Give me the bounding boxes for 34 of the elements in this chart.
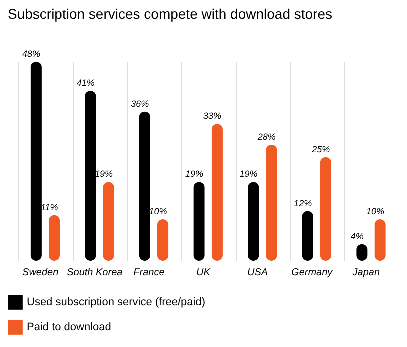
bar: [157, 220, 169, 261]
data-label: 19%: [185, 169, 204, 180]
data-label: 19%: [240, 169, 258, 180]
data-label: 41%: [76, 78, 95, 88]
data-label: 10%: [149, 206, 168, 217]
data-label: 28%: [256, 132, 276, 142]
bar: [139, 112, 151, 261]
bar: [266, 144, 278, 261]
bar: [48, 215, 60, 261]
x-tick-label: Japan: [352, 268, 380, 278]
data-label: 36%: [131, 98, 150, 109]
data-label: 19%: [94, 169, 113, 180]
bar: [194, 182, 205, 261]
x-tick-label: South Korea: [67, 268, 124, 278]
x-tick-label: France: [134, 268, 166, 278]
bar: [320, 157, 332, 261]
chart-title: Subscription services compete with download stores: [8, 6, 332, 22]
data-label: 4%: [350, 231, 364, 242]
bar: [103, 182, 114, 261]
x-tick-label: Germany: [292, 268, 334, 278]
data-label: 48%: [22, 49, 41, 59]
legend-label: Used subscription service (free/paid): [27, 296, 206, 308]
data-label: 10%: [366, 206, 384, 217]
x-tick-label: Sweden: [22, 268, 60, 278]
data-label: 33%: [204, 111, 222, 122]
bar: [85, 91, 96, 261]
bar: [248, 182, 260, 261]
legend-label: Paid to download: [27, 322, 112, 334]
data-label: 25%: [311, 144, 330, 154]
bar: [30, 62, 42, 261]
x-tick-label: USA: [248, 268, 268, 278]
data-label: 12%: [294, 198, 312, 208]
x-tick-label: UK: [196, 268, 212, 278]
bar: [212, 124, 223, 261]
